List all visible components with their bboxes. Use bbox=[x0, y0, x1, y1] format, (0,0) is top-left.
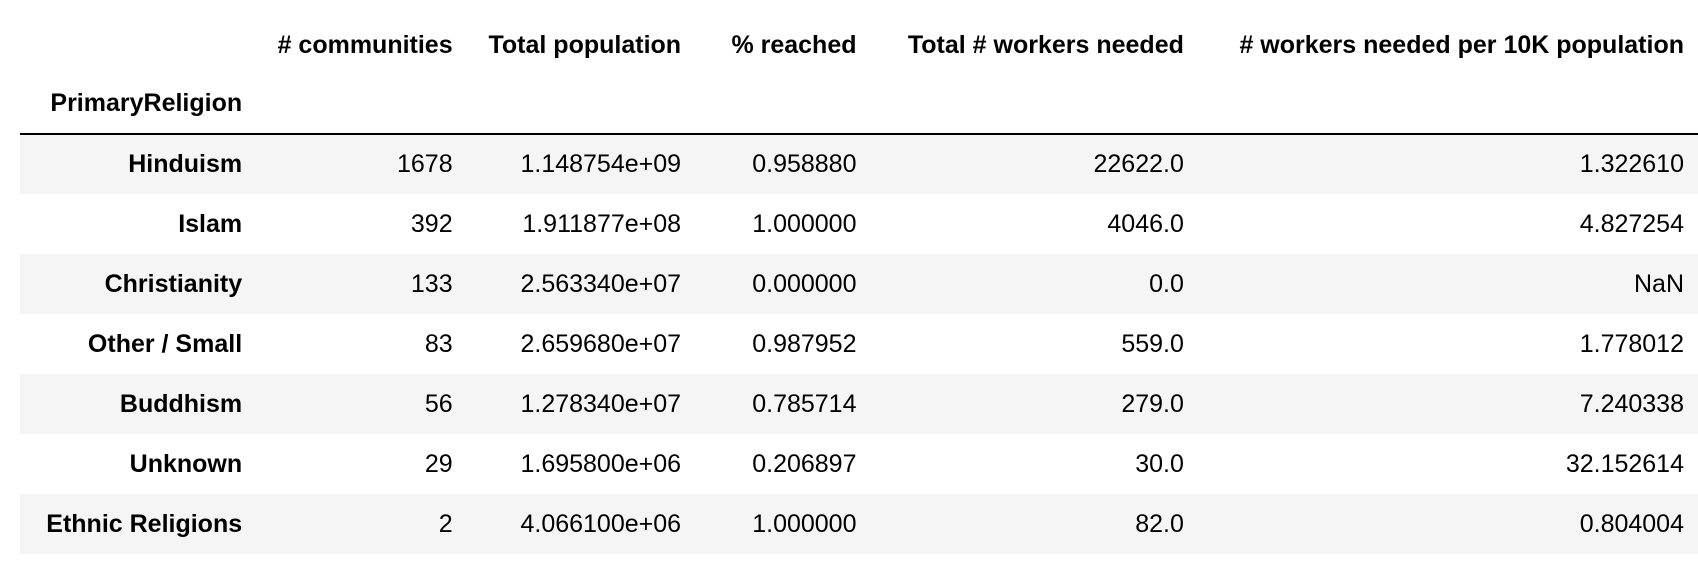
cell-percent-reached: 1.000000 bbox=[752, 509, 857, 538]
cell-communities: 1678 bbox=[397, 150, 453, 178]
blank-header-cell bbox=[1197, 73, 1698, 135]
cell-workers-per-10k: 7.240338 bbox=[1579, 389, 1684, 418]
cell-total-population: 1.278340e+07 bbox=[520, 389, 682, 418]
cell-workers-per-10k: 32.152614 bbox=[1565, 449, 1684, 478]
row-label: Hinduism bbox=[128, 150, 243, 178]
cell-total-workers-needed: 559.0 bbox=[1121, 329, 1184, 358]
column-header-row: # communities Total population % reached… bbox=[20, 17, 1698, 73]
cell-communities: 29 bbox=[424, 449, 453, 478]
index-name-row: PrimaryReligion bbox=[20, 73, 1698, 135]
blank-header-cell bbox=[695, 73, 871, 135]
cell-total-workers-needed: 22622.0 bbox=[1093, 150, 1184, 178]
row-label: Christianity bbox=[104, 269, 243, 298]
cell-percent-reached: 1.000000 bbox=[752, 209, 857, 238]
cell-communities: 392 bbox=[410, 209, 453, 238]
blank-header-cell bbox=[870, 73, 1198, 135]
cell-workers-per-10k: 4.827254 bbox=[1579, 209, 1684, 238]
table-row: Hinduism 1678 1.148754e+09 0.958880 2262… bbox=[20, 134, 1698, 194]
column-header-total-population: Total population bbox=[488, 30, 682, 59]
cell-percent-reached: 0.958880 bbox=[752, 150, 857, 178]
cell-total-population: 2.563340e+07 bbox=[520, 269, 682, 298]
cell-workers-per-10k: 1.778012 bbox=[1579, 329, 1684, 358]
table-row: Christianity 133 2.563340e+07 0.000000 0… bbox=[20, 254, 1698, 314]
dataframe-table: # communities Total population % reached… bbox=[20, 17, 1698, 554]
column-header-workers-per-10k: # workers needed per 10K population bbox=[1239, 30, 1684, 59]
cell-percent-reached: 0.987952 bbox=[752, 329, 857, 358]
cell-communities: 133 bbox=[410, 269, 453, 298]
cell-total-population: 1.695800e+06 bbox=[520, 449, 682, 478]
row-label: Buddhism bbox=[119, 389, 243, 418]
column-header-communities: # communities bbox=[277, 30, 453, 59]
cell-total-workers-needed: 0.0 bbox=[1149, 269, 1184, 298]
blank-header-cell bbox=[256, 73, 467, 135]
cell-total-workers-needed: 4046.0 bbox=[1107, 209, 1184, 238]
cell-percent-reached: 0.000000 bbox=[752, 269, 857, 298]
index-name-header: PrimaryReligion bbox=[20, 73, 257, 135]
cell-percent-reached: 0.785714 bbox=[752, 389, 857, 418]
table-body: Hinduism 1678 1.148754e+09 0.958880 2262… bbox=[20, 134, 1698, 554]
cell-percent-reached: 0.206897 bbox=[752, 449, 857, 478]
table-header: # communities Total population % reached… bbox=[20, 17, 1698, 135]
blank-corner-cell bbox=[20, 17, 256, 73]
row-label: Unknown bbox=[129, 449, 243, 478]
cell-total-population: 4.066100e+06 bbox=[520, 509, 682, 538]
row-label: Ethnic Religions bbox=[46, 509, 243, 538]
table-row: Buddhism 56 1.278340e+07 0.785714 279.0 … bbox=[20, 374, 1698, 434]
cell-total-workers-needed: 279.0 bbox=[1121, 389, 1184, 418]
cell-communities: 2 bbox=[438, 509, 453, 538]
column-header-total-workers-needed: Total # workers needed bbox=[907, 30, 1184, 59]
table-row: Ethnic Religions 2 4.066100e+06 1.000000… bbox=[20, 494, 1698, 554]
cell-workers-per-10k: 1.322610 bbox=[1579, 150, 1684, 178]
cell-total-population: 1.148754e+09 bbox=[520, 150, 682, 178]
column-header-percent-reached: % reached bbox=[731, 30, 857, 59]
row-label: Other / Small bbox=[87, 329, 243, 358]
cell-total-population: 2.659680e+07 bbox=[520, 329, 682, 358]
table-row: Other / Small 83 2.659680e+07 0.987952 5… bbox=[20, 314, 1698, 374]
cell-communities: 83 bbox=[424, 329, 453, 358]
table-row: Unknown 29 1.695800e+06 0.206897 30.0 32… bbox=[20, 434, 1698, 494]
table-row: Islam 392 1.911877e+08 1.000000 4046.0 4… bbox=[20, 194, 1698, 254]
cell-workers-per-10k: 0.804004 bbox=[1579, 509, 1684, 538]
cell-workers-per-10k: NaN bbox=[1633, 269, 1684, 298]
cell-total-workers-needed: 30.0 bbox=[1135, 449, 1184, 478]
blank-header-cell bbox=[466, 73, 696, 135]
cell-total-population: 1.911877e+08 bbox=[522, 209, 682, 238]
cell-communities: 56 bbox=[424, 389, 453, 418]
cell-total-workers-needed: 82.0 bbox=[1135, 509, 1184, 538]
row-label: Islam bbox=[178, 209, 243, 238]
